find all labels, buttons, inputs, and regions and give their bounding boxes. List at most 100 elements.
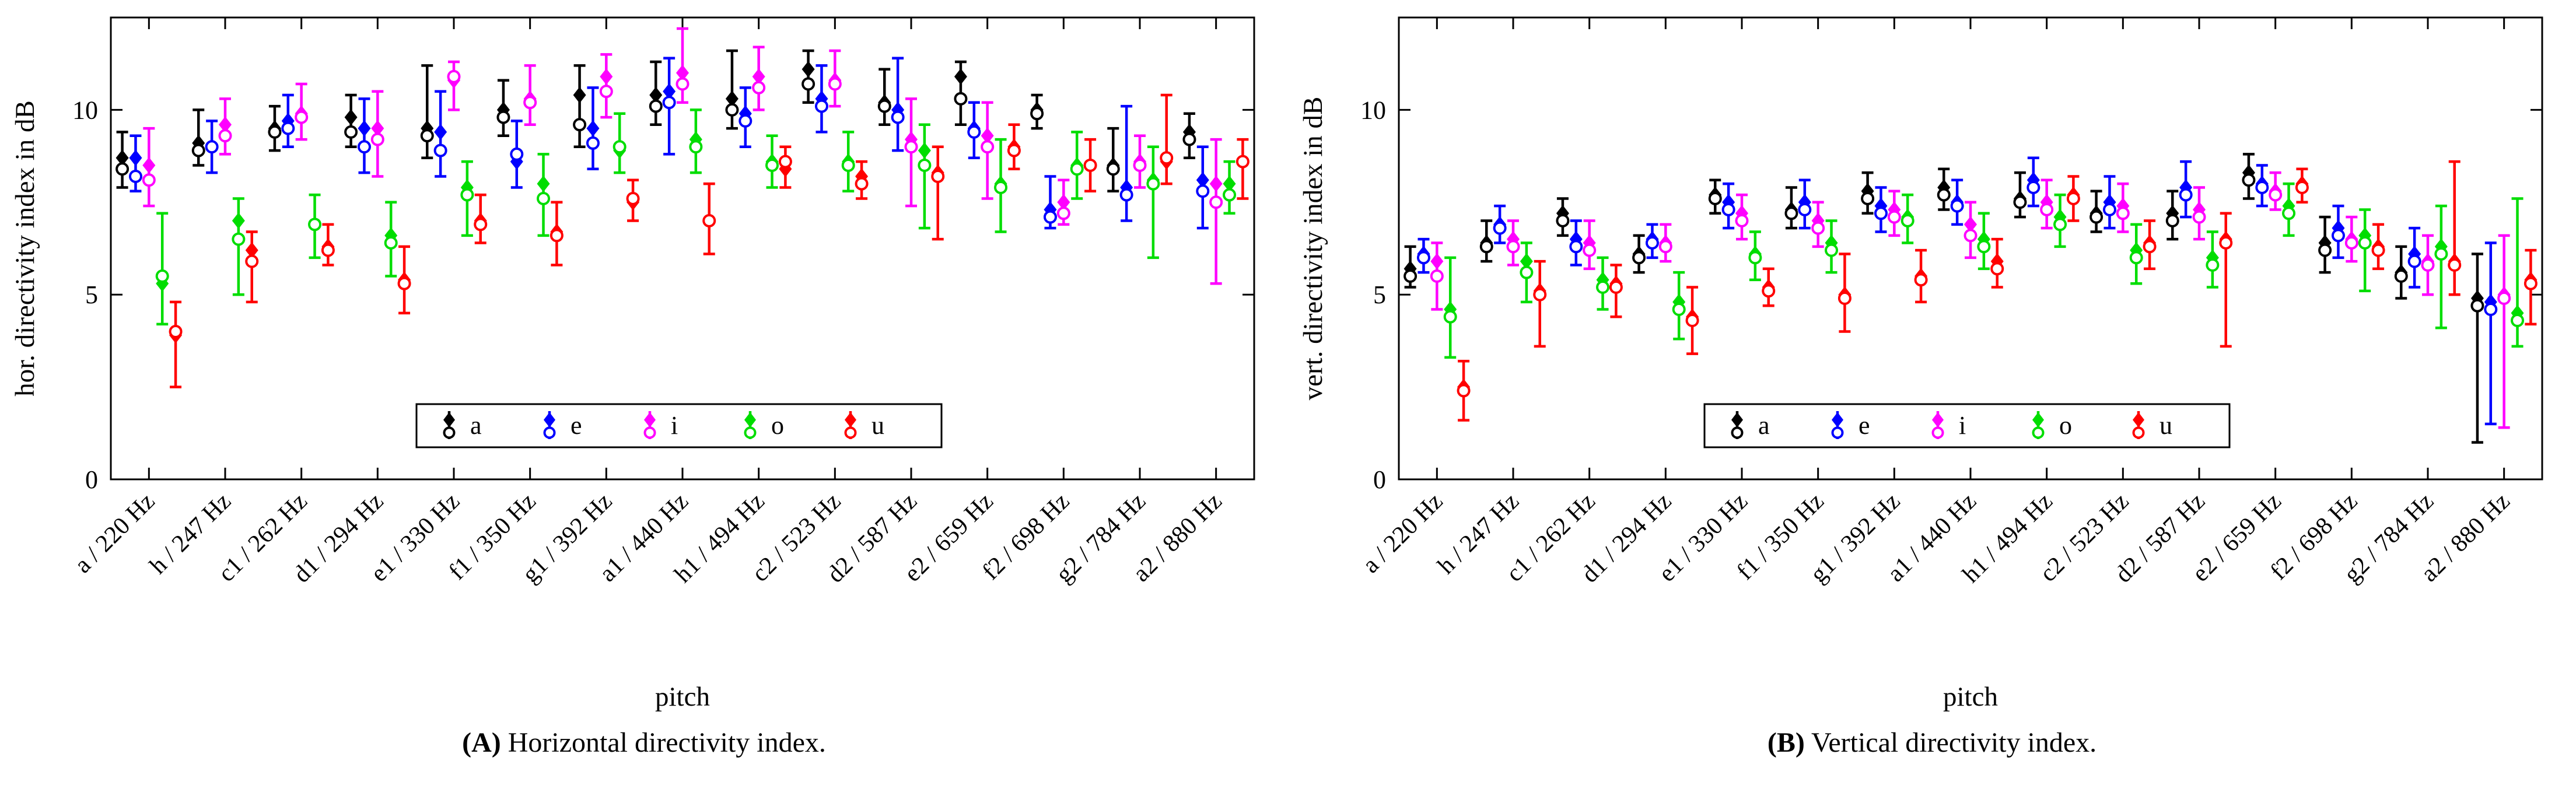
median-circle-marker [1416,251,1430,265]
y-tick-label: 10 [72,96,98,124]
median-circle-marker [981,140,995,154]
legend-circle-icon [1731,426,1744,439]
median-circle-marker [2242,173,2256,187]
median-circle-marker [2331,229,2345,243]
legend-circle-icon [2032,426,2045,439]
series-e [1416,156,2498,426]
median-circle-marker [2318,243,2332,257]
median-circle-marker [1223,188,1237,202]
series-a [1404,153,2484,444]
median-circle-marker [2053,218,2067,232]
median-circle-marker [128,169,142,183]
x-tick-label: a / 220 Hz [1357,488,1448,578]
median-circle-marker [2371,243,2385,257]
median-circle-marker [802,77,816,91]
median-circle-marker [245,254,259,268]
median-circle-marker [1583,243,1597,257]
median-circle-marker [2129,251,2143,265]
mean-diamond-marker [918,142,931,159]
median-circle-marker [1735,213,1749,227]
median-circle-marker [370,132,384,146]
mean-diamond-marker [676,65,689,82]
series-o [155,108,1237,326]
median-circle-marker [2282,206,2296,220]
median-circle-marker [2407,254,2421,268]
median-circle-marker [612,140,626,154]
median-circle-marker [142,173,156,187]
median-circle-marker [1209,195,1223,209]
series-o [1443,182,2525,359]
median-circle-marker [510,147,524,161]
median-circle-marker [1007,143,1021,157]
median-circle-marker [1182,132,1196,146]
median-circle-marker [523,96,537,110]
median-circle-marker [537,191,551,205]
mean-diamond-marker [1057,194,1070,211]
median-circle-marker [2090,210,2104,224]
median-circle-marker [1533,287,1547,301]
median-circle-marker [384,236,398,250]
median-circle-marker [1520,265,1534,279]
median-circle-marker [1569,240,1583,254]
mean-diamond-marker [344,109,358,126]
median-circle-marker [295,110,309,124]
median-circle-marker [2102,202,2116,216]
legend-label: a [1758,411,1770,440]
legend-diamond-icon [644,412,656,427]
median-circle-marker [2295,180,2309,194]
median-circle-marker [994,180,1008,194]
legend-diamond-icon [1932,412,1944,427]
caption-a: (A) Horizontal directivity index. [462,727,826,759]
median-circle-marker [1119,188,1133,202]
median-circle-marker [1762,284,1776,298]
median-circle-marker [2269,188,2283,202]
median-circle-marker [1404,269,1418,283]
legend-diamond-icon [1832,412,1843,427]
median-circle-marker [344,125,358,139]
median-circle-marker [954,92,968,106]
median-circle-marker [2421,258,2435,272]
panel-vertical-di: 0 5 10 a / 220 Hz h / 247 Hz c1 / 262 Hz d1 / … [1288,0,2576,789]
median-circle-marker [1672,303,1686,317]
median-circle-marker [725,103,739,117]
median-circle-marker [2066,191,2080,205]
x-tick-label: a / 220 Hz [69,488,160,578]
caption-b-label: (B) [1767,727,1805,758]
mean-diamond-marker [954,68,967,85]
y-tick-label: 5 [1373,280,1386,309]
median-circle-marker [1070,162,1084,176]
series-i [142,27,1223,285]
median-circle-marker [169,325,183,339]
y-axis-title: vert. directivity index in dB [1298,97,1328,401]
median-circle-marker [2434,247,2448,261]
median-circle-marker [1964,229,1978,243]
legend-label: a [470,411,482,440]
legend-label: e [1859,411,1870,440]
median-circle-marker [855,177,869,191]
median-circle-marker [765,158,779,172]
median-circle-marker [232,232,246,246]
y-tick-label: 5 [85,280,98,309]
mean-diamond-marker [1430,253,1444,270]
legend-label: o [771,411,784,440]
median-circle-marker [1825,243,1839,257]
median-circle-marker [191,143,205,157]
median-circle-marker [1556,213,1570,227]
mean-diamond-marker [802,61,815,78]
median-circle-marker [1443,310,1457,324]
median-circle-marker [662,96,676,110]
median-circle-marker [1748,251,1762,265]
mean-diamond-marker [1223,176,1236,192]
median-circle-marker [1493,221,1507,235]
median-circle-marker [1596,280,1610,294]
median-circle-marker [1977,240,1991,254]
median-circle-marker [1236,155,1250,169]
median-circle-marker [205,140,219,154]
median-circle-marker [1056,206,1070,220]
median-circle-marker [2358,236,2372,250]
median-circle-marker [2255,180,2269,194]
median-circle-marker [676,77,690,91]
median-circle-marker [1784,206,1798,220]
median-circle-marker [967,125,981,139]
